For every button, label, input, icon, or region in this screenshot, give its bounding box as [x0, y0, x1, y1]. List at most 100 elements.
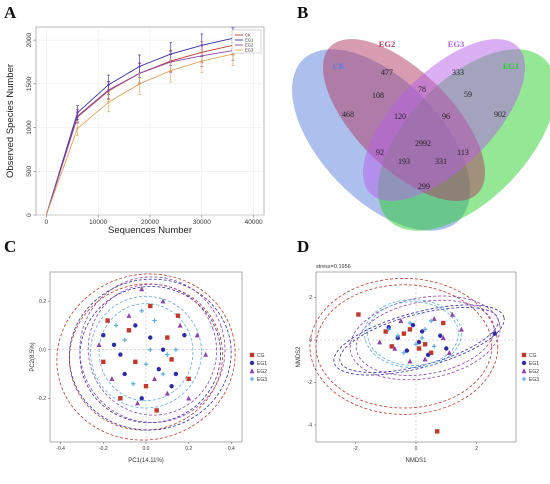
pca-point-eg2: [203, 351, 209, 357]
rarefaction-y-tick-label: 2000: [26, 33, 33, 48]
pca-point-cg: [169, 357, 174, 362]
panel-label-c: C: [4, 237, 16, 256]
rarefaction-legend-label-eg2: EG2: [245, 43, 254, 48]
nmds-point-eg2: [449, 311, 455, 317]
nmds-point-eg1: [416, 339, 422, 345]
pca-point-eg2: [164, 390, 170, 396]
pca-point-eg1: [111, 342, 117, 348]
panel-label-d: D: [297, 237, 309, 256]
pca-point-eg1: [133, 323, 138, 328]
nmds-legend-marker-eg3: [521, 376, 527, 382]
rarefaction-x-tick-label: 40000: [245, 219, 263, 226]
nmds-legend-label-eg2: EG2: [529, 369, 539, 375]
pca-point-eg3: [113, 323, 119, 328]
pca-point-eg2: [152, 376, 158, 382]
venn-count-eg3-eg1: 59: [464, 90, 472, 99]
pca-legend: CG EG1 EG2 EG3: [249, 352, 267, 383]
nmds-point-cg: [356, 312, 361, 317]
venn-count-eg2-eg1: 113: [457, 148, 469, 157]
nmds-point-eg1: [492, 331, 497, 336]
pca-point-cg: [154, 408, 159, 413]
pca-point-eg1: [156, 366, 161, 372]
pca-point-eg1: [148, 335, 153, 340]
nmds-point-eg1: [410, 322, 416, 328]
rarefaction-x-axis-label: Sequences Number: [108, 225, 192, 236]
nmds-point-eg2: [440, 335, 446, 341]
venn-count-ck-eg3: 92: [376, 148, 384, 157]
nmds-x-tick-label: -2: [353, 446, 358, 452]
pca-point-eg1: [169, 383, 174, 389]
rarefaction-y-axis-label: Observed Species Number: [5, 64, 16, 178]
nmds-point-eg3: [413, 342, 419, 347]
pca-ellipse-eg1: [79, 286, 221, 424]
venn-count-eg3-only: 333: [452, 68, 464, 77]
pca-point-cg: [133, 359, 138, 365]
nmds-point-cg: [401, 331, 407, 336]
nmds-legend-marker-eg2: [521, 368, 527, 374]
nmds-legend-label-eg3: EG3: [529, 377, 539, 383]
pca-ellipse-eg1: [68, 278, 232, 431]
nmds-ellipse-eg3: [367, 301, 459, 366]
nmds-x-tick-label: 2: [475, 446, 478, 452]
nmds-point-eg2: [422, 356, 428, 362]
nmds-y-tick-label: 0: [309, 338, 312, 344]
pca-point-eg1: [118, 352, 123, 357]
venn-count-ck-eg2-eg3: 120: [394, 112, 406, 121]
pca-point-eg2: [96, 342, 102, 348]
venn-count-ck-eg3-eg1: 193: [398, 157, 410, 166]
nmds-stress-annotation: stress=0.1956: [316, 264, 351, 270]
pca-point-eg2: [186, 395, 192, 401]
nmds-x-axis-label: NMDS1: [405, 458, 427, 464]
venn-count-ck-eg1: 299: [418, 182, 430, 191]
pca-ellipse-eg3: [98, 303, 194, 402]
pca-legend-marker-eg1: [249, 360, 255, 366]
rarefaction-chart: Sequences Number Observed Species Number…: [5, 26, 265, 236]
nmds-point-eg1: [444, 346, 449, 351]
venn-set-label-ck: CK: [333, 61, 346, 71]
nmds-y-tick-label: -2: [308, 380, 313, 386]
pca-point-cg: [175, 313, 181, 318]
pca-ellipse-eg3: [90, 295, 202, 409]
nmds-ellipse-eg3: [364, 299, 462, 369]
venn-diagram: CK EG2 EG3 EG1 468 477 333 902 108 78 59…: [292, 39, 550, 231]
rarefaction-y-tick-label: 1000: [26, 120, 33, 135]
rarefaction-point-eg3: [169, 69, 172, 72]
rarefaction-point-eg3: [200, 60, 203, 63]
nmds-point-eg2: [392, 345, 398, 351]
nmds-y-axis-label: NMDS2: [296, 346, 302, 368]
nmds-point-eg1: [425, 352, 431, 358]
nmds-ellipse-eg2: [349, 295, 501, 381]
pca-point-eg2: [177, 322, 183, 328]
pca-x-tick-label: 0.4: [228, 446, 235, 452]
pca-legend-label-eg3: EG3: [257, 377, 267, 383]
pca-point-cg: [148, 303, 153, 309]
pca-point-cg: [186, 376, 191, 382]
nmds-legend-label-cg: CG: [529, 353, 537, 359]
pca-point-cg: [126, 328, 132, 333]
pca-chart: PC1(14.11%) PC2(8.5%) -0.4 -0.2 0.0 0.2 0.4 -…: [30, 271, 267, 464]
nmds-point-eg2: [407, 358, 413, 364]
nmds-point-eg1: [404, 348, 410, 353]
nmds-point-eg1: [419, 329, 425, 334]
nmds-ellipse-cg: [309, 277, 499, 415]
venn-count-ck-eg2: 108: [372, 91, 384, 100]
nmds-legend-label-eg1: EG1: [529, 361, 539, 367]
nmds-point-eg3: [386, 327, 391, 332]
nmds-point-cg: [407, 327, 413, 332]
pca-point-eg2: [109, 376, 115, 382]
pca-ellipse-cg: [56, 273, 236, 441]
pca-point-eg3: [165, 352, 170, 357]
rarefaction-legend-box: [231, 29, 262, 54]
pca-y-tick-label: 0.2: [39, 299, 46, 305]
pca-legend-label-cg: CG: [257, 353, 265, 359]
nmds-ellipse-eg2: [355, 299, 495, 376]
venn-set-label-eg1: EG1: [503, 61, 520, 71]
nmds-chart: stress=0.1956 NMDS1 NMDS2 -2 0 2 -4 -2 0 2 CG E…: [296, 264, 539, 464]
rarefaction-y-tick-label: 1500: [26, 76, 33, 91]
pca-point-eg2: [139, 286, 145, 292]
pca-x-tick-label: -0.4: [56, 446, 65, 452]
nmds-point-eg2: [458, 326, 464, 332]
pca-point-eg3: [148, 347, 153, 352]
nmds-x-tick-label: 0: [415, 446, 418, 452]
